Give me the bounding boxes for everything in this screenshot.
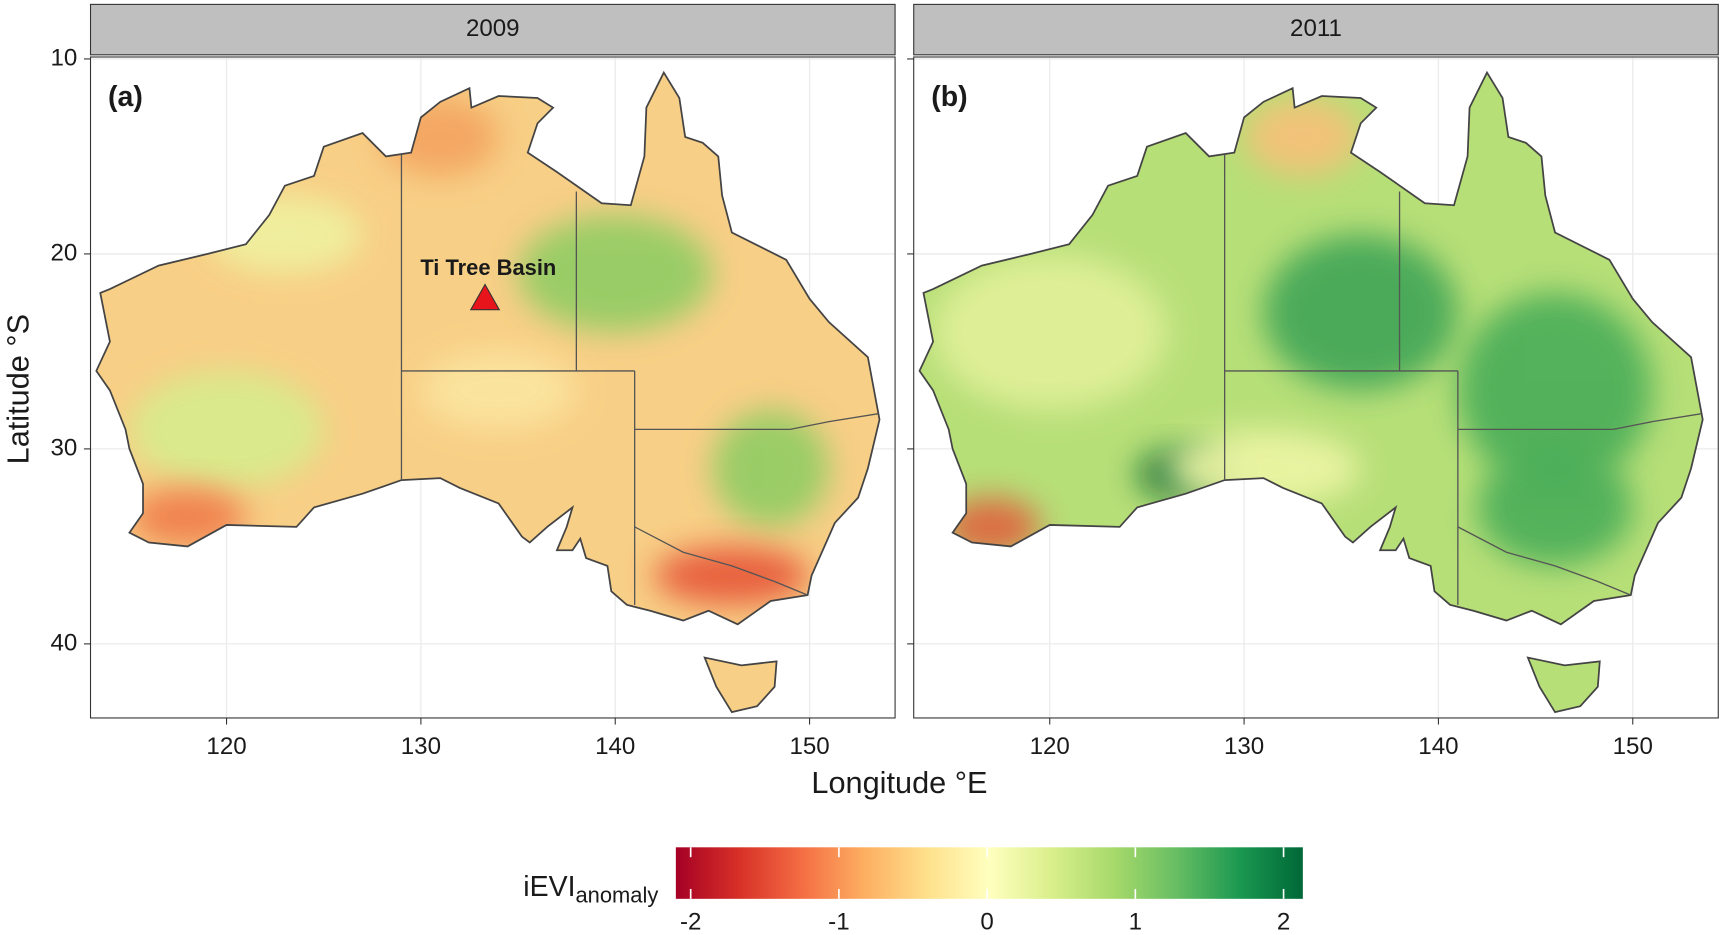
vegetation-patch xyxy=(518,214,713,332)
panel-label: (b) xyxy=(931,81,967,113)
state-border xyxy=(634,413,878,431)
panel: 2011 120 130 140 150 (b) xyxy=(907,3,1719,760)
strip-label: 2009 xyxy=(466,15,520,42)
state-border xyxy=(1457,526,1632,596)
strip xyxy=(913,3,1719,56)
colorbar-title: iEVIanomaly xyxy=(523,870,658,907)
strip xyxy=(89,3,896,56)
panel-border xyxy=(89,56,896,719)
panel-label: (a) xyxy=(108,81,143,113)
x-tick-label: 150 xyxy=(789,733,829,760)
y-tick-label: 10 xyxy=(51,44,78,71)
state-border xyxy=(1457,413,1701,431)
coastline xyxy=(95,70,881,714)
y-axis-title: Latitude °S xyxy=(0,314,35,464)
x-tick-label: 140 xyxy=(595,733,635,760)
y-tick-label: 40 xyxy=(51,629,78,656)
colorbar-tick-label: 1 xyxy=(1129,908,1142,935)
colorbar-title-main: iEVI xyxy=(523,870,575,902)
colorbar-tick-label: 0 xyxy=(980,908,993,935)
y-tick-label: 20 xyxy=(51,239,78,266)
colorbar-tick-label: -1 xyxy=(828,908,849,935)
colorbar-tick-label: 2 xyxy=(1277,908,1290,935)
x-tick-label: 120 xyxy=(1030,733,1070,760)
y-tick-label: 30 xyxy=(51,434,78,461)
vegetation-patch xyxy=(712,409,830,527)
x-tick-label: 130 xyxy=(401,733,441,760)
x-tick-label: 120 xyxy=(206,733,246,760)
vegetation-patch xyxy=(129,370,324,488)
coastline xyxy=(918,70,1704,714)
vegetation-patch xyxy=(1457,292,1653,488)
x-axis-title: Longitude °E xyxy=(811,765,987,800)
colorbar-tick-label: -2 xyxy=(680,908,701,935)
colorbar-title-sub: anomaly xyxy=(575,882,658,907)
vegetation-patch xyxy=(654,546,810,605)
x-tick-label: 130 xyxy=(1224,733,1264,760)
vegetation-patch xyxy=(933,253,1167,410)
state-border xyxy=(634,526,808,596)
vegetation-patch xyxy=(1477,448,1633,566)
vegetation-patch xyxy=(1263,234,1458,391)
vegetation-patch xyxy=(420,351,577,430)
site-label: Ti Tree Basin xyxy=(420,255,556,280)
vegetation-patch xyxy=(1244,97,1361,176)
x-tick-label: 150 xyxy=(1613,733,1653,760)
colorbar xyxy=(675,847,1303,899)
site-marker xyxy=(469,283,501,311)
x-tick-label: 140 xyxy=(1418,733,1458,760)
panel: 2009 120 130 140 150 10 20 30 40 (a) Ti Tree Basin xyxy=(51,3,896,760)
strip-label: 2011 xyxy=(1290,15,1342,42)
panel-border xyxy=(913,56,1719,719)
